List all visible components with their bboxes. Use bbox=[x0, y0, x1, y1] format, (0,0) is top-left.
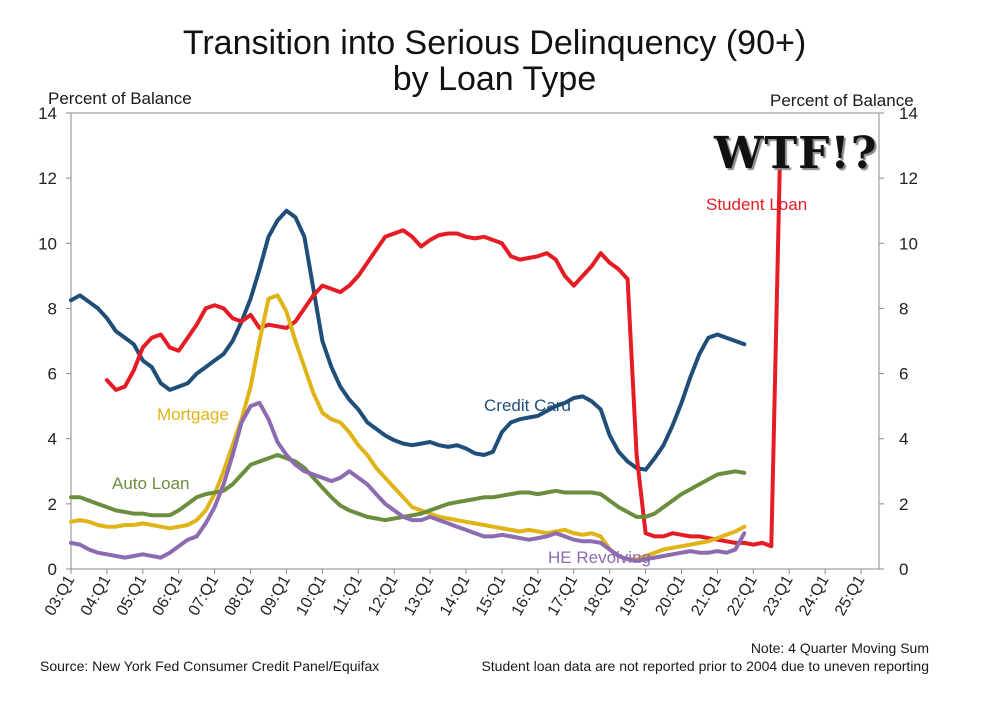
y-tick-label-left: 2 bbox=[48, 495, 57, 514]
y-tick-label-right: 2 bbox=[899, 495, 908, 514]
x-tick-label: 22:Q1 bbox=[724, 572, 761, 618]
x-tick-label: 13:Q1 bbox=[401, 572, 438, 618]
plot-frame bbox=[70, 112, 880, 570]
y-tick-label-left: 4 bbox=[48, 430, 57, 449]
series-label-mortgage: Mortgage bbox=[157, 405, 229, 424]
x-tick-label: 12:Q1 bbox=[365, 572, 402, 618]
y-tick-label-right: 12 bbox=[899, 169, 918, 188]
series-line-auto-loan bbox=[69, 453, 747, 523]
y-tick-label-left: 0 bbox=[48, 560, 57, 579]
series-label-auto-loan: Auto Loan bbox=[112, 474, 190, 493]
x-tick-label: 11:Q1 bbox=[330, 572, 366, 617]
series-line-credit-card bbox=[69, 208, 747, 472]
x-tick-label: 21:Q1 bbox=[688, 572, 725, 618]
note-moving-sum: Note: 4 Quarter Moving Sum bbox=[750, 640, 929, 656]
x-tick-label: 18:Q1 bbox=[581, 572, 618, 618]
note-student-loan: Student loan data are not reported prior… bbox=[481, 658, 929, 674]
y-tick-label-left: 6 bbox=[48, 365, 57, 384]
source-note: Source: New York Fed Consumer Credit Pan… bbox=[40, 658, 380, 674]
y-tick-label-left: 14 bbox=[38, 104, 57, 123]
x-tick-label: 23:Q1 bbox=[760, 572, 797, 618]
x-tick-label: 15:Q1 bbox=[473, 572, 510, 618]
x-tick-label: 03:Q1 bbox=[42, 572, 79, 618]
y-tick-label-left: 10 bbox=[38, 234, 57, 253]
chart-title-line1: Transition into Serious Delinquency (90+… bbox=[182, 24, 807, 62]
x-tick-label: 06:Q1 bbox=[150, 572, 187, 618]
x-tick-label: 10:Q1 bbox=[293, 572, 330, 618]
x-tick-label: 19:Q1 bbox=[617, 572, 654, 618]
y-tick-label-right: 10 bbox=[899, 234, 918, 253]
y-tick-label-right: 6 bbox=[899, 365, 908, 384]
x-tick-label: 08:Q1 bbox=[222, 572, 259, 618]
wtf-annotation: WTF!? bbox=[714, 128, 878, 179]
x-tick-label: 25:Q1 bbox=[832, 572, 869, 618]
series-line-he-revolving bbox=[69, 400, 747, 563]
x-tick-label: 05:Q1 bbox=[114, 572, 151, 618]
y-tick-label-right: 8 bbox=[899, 299, 908, 318]
right-axis-unit: Percent of Balance bbox=[770, 91, 914, 110]
y-tick-label-right: 0 bbox=[899, 560, 908, 579]
chart-title: Transition into Serious Delinquency (90+… bbox=[0, 24, 989, 98]
x-tick-label: 24:Q1 bbox=[796, 572, 833, 618]
y-tick-label-left: 12 bbox=[38, 169, 57, 188]
series-line-student-loan bbox=[104, 146, 783, 549]
series-label-he-revolving: HE Revolving bbox=[548, 548, 651, 567]
x-tick-label: 16:Q1 bbox=[509, 572, 546, 618]
x-tick-label: 17:Q1 bbox=[545, 572, 582, 618]
x-tick-label: 07:Q1 bbox=[186, 572, 223, 618]
x-tick-label: 14:Q1 bbox=[437, 572, 474, 618]
y-tick-label-left: 8 bbox=[48, 299, 57, 318]
left-axis-unit: Percent of Balance bbox=[48, 89, 192, 108]
y-tick-label-right: 14 bbox=[899, 104, 918, 123]
y-tick-label-right: 4 bbox=[899, 430, 908, 449]
x-tick-label: 09:Q1 bbox=[257, 572, 294, 618]
series-label-student-loan: Student Loan bbox=[706, 195, 807, 214]
x-tick-label: 20:Q1 bbox=[652, 572, 689, 618]
chart-title-line2: by Loan Type bbox=[392, 59, 597, 98]
x-tick-label: 04:Q1 bbox=[78, 572, 115, 618]
series-label-credit-card: Credit Card bbox=[484, 396, 571, 415]
